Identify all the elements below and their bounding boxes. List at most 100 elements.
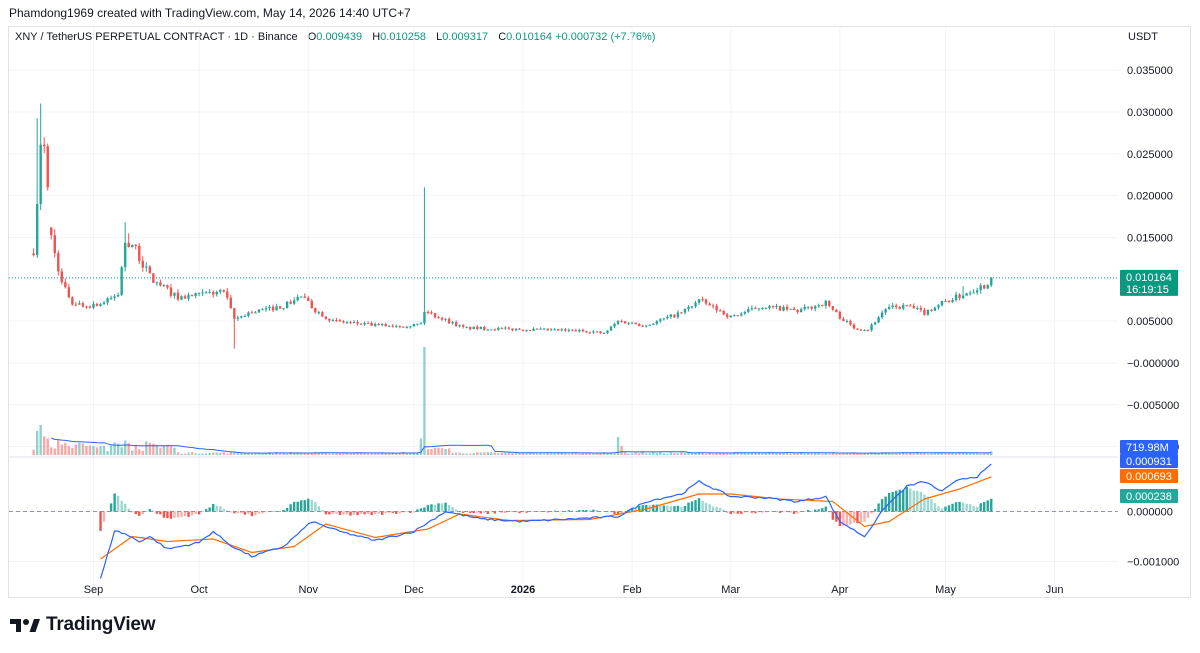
candle-body <box>331 320 335 322</box>
macd-histogram-bar <box>637 505 641 512</box>
candle-body <box>373 323 377 326</box>
volume-bar <box>926 453 930 455</box>
macd-histogram-bar <box>630 508 634 512</box>
candle-body <box>613 323 616 327</box>
candle-body <box>409 326 412 328</box>
macd-histogram-bar <box>564 511 567 512</box>
macd-histogram-bar <box>359 511 363 514</box>
macd-histogram-bar <box>116 496 120 512</box>
candle-body <box>416 323 419 325</box>
price-axis-unit[interactable]: USDT <box>1128 31 1158 43</box>
volume-bar <box>507 452 511 455</box>
candle-body <box>521 329 525 331</box>
candle-body <box>71 297 74 305</box>
macd-histogram-bar <box>145 511 148 512</box>
candle-body <box>578 329 581 332</box>
candle-body <box>476 326 479 329</box>
candle-body <box>155 282 159 284</box>
volume-bar <box>785 452 789 455</box>
candle-body <box>511 328 514 331</box>
macd-histogram-bar <box>683 505 687 512</box>
volume-bar <box>761 453 764 455</box>
volume-bar <box>349 453 352 455</box>
candle-body <box>944 300 947 302</box>
volume-bar <box>697 452 701 455</box>
macd-histogram-bar <box>366 511 370 514</box>
volume-bar <box>648 453 651 455</box>
candle-body <box>419 323 423 325</box>
volume-bar <box>669 452 673 455</box>
volume-bar <box>377 453 380 455</box>
candle-body <box>718 310 722 312</box>
macd-histogram-bar <box>416 509 419 512</box>
candlesticks <box>32 103 993 349</box>
volume-bar <box>824 452 827 455</box>
volume-bar <box>208 452 211 455</box>
volume-bar <box>472 453 475 455</box>
volume-bar <box>564 452 567 455</box>
candle-body <box>983 285 986 289</box>
volume-bar <box>842 453 845 455</box>
macd-histogram-bar <box>388 511 391 513</box>
candle-body <box>697 299 701 303</box>
macd-histogram-bar <box>715 506 718 512</box>
volume-bar <box>645 453 648 455</box>
volume-bar <box>567 453 570 455</box>
volume-bar <box>768 452 771 455</box>
volume-bar <box>131 450 134 455</box>
candle-body <box>388 325 391 327</box>
volume-bar <box>680 452 683 455</box>
macd-histogram-bar <box>511 511 514 512</box>
candle-body <box>704 299 708 304</box>
volume-bar <box>944 453 947 455</box>
volume-bar <box>314 452 317 455</box>
candle-body <box>951 299 954 303</box>
macd-histogram-bar <box>187 511 190 517</box>
macd-histogram-bar <box>909 488 912 512</box>
candle-body <box>85 306 88 308</box>
time-tick-label: Sep <box>84 584 104 596</box>
candle-body <box>99 304 102 306</box>
candle-body <box>257 309 261 313</box>
volume-bar <box>683 452 687 455</box>
macd-histogram-bar <box>581 510 585 512</box>
macd-histogram-bar <box>204 509 208 512</box>
candle-body <box>930 309 933 311</box>
volume-bar <box>123 440 127 455</box>
volume-bars <box>32 347 993 455</box>
candle-body <box>250 312 254 314</box>
candle-body <box>771 305 775 307</box>
candle-body <box>173 292 176 296</box>
volume-bar <box>500 452 504 455</box>
macd-histogram-bar <box>592 509 595 512</box>
volume-bar <box>951 452 954 455</box>
candle-body <box>370 323 373 326</box>
macd-histogram-bar <box>954 502 958 512</box>
volume-bar <box>271 453 275 455</box>
candle-body <box>113 296 116 298</box>
macd-histogram-bar <box>243 511 247 515</box>
macd-histogram-bar <box>930 499 933 512</box>
macd-histogram-bar <box>856 511 859 524</box>
macd-histogram-bar <box>768 511 771 512</box>
candle-body <box>78 303 81 305</box>
macd-histogram-bar <box>799 511 803 512</box>
candle-body <box>32 253 35 256</box>
volume-bar <box>930 453 933 455</box>
candle-body <box>799 309 803 313</box>
volume-bar <box>859 453 863 455</box>
chart-canvas[interactable]: 0.035000 0.030000 0.025000 0.020000 0.015000… <box>0 0 1200 600</box>
volume-bar <box>60 444 64 455</box>
tradingview-logo[interactable]: TradingView <box>10 614 156 636</box>
macd-histogram-bar <box>884 496 887 512</box>
macd-histogram-bar <box>504 511 507 513</box>
candle-body <box>289 301 292 304</box>
volume-bar <box>53 448 56 455</box>
macd-histogram-bar <box>479 511 482 514</box>
macd-line <box>99 463 992 579</box>
grid-lines <box>9 27 1118 597</box>
macd-histogram-bar <box>831 511 835 520</box>
macd-histogram-bar <box>975 506 979 512</box>
volume-bar <box>74 444 78 455</box>
symbol-title[interactable]: XNY / TetherUS PERPETUAL CONTRACT · 1D ·… <box>15 31 298 43</box>
